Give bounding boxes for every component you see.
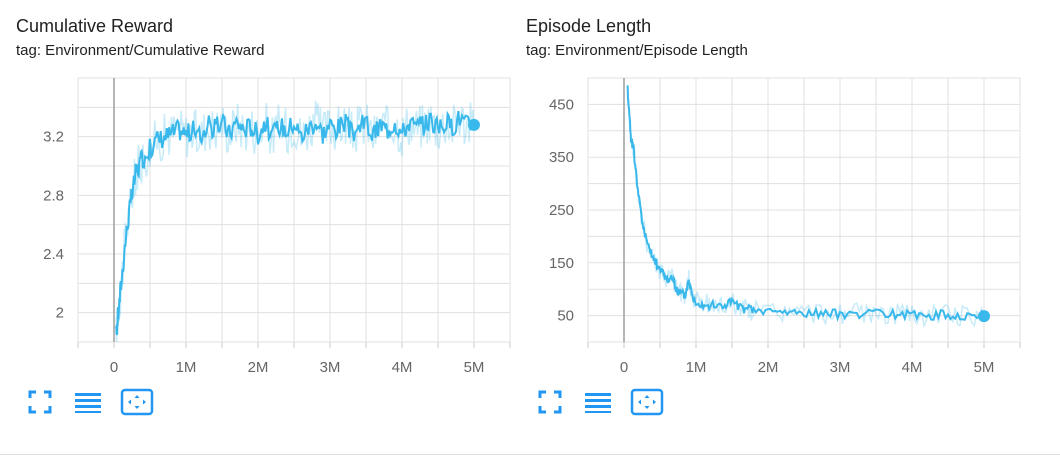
x-tick-label: 4M — [902, 359, 923, 376]
fit-domain-icon — [630, 388, 664, 416]
reward-chart-plot[interactable]: 2 2.4 2.8 3.2 0 1M 2M 3M 4M 5M — [0, 0, 520, 380]
smoothed-series-line — [626, 85, 985, 322]
y-tick-label: 450 — [549, 96, 574, 113]
x-tick-label: 4M — [392, 359, 413, 376]
x-tick-label: 3M — [320, 359, 341, 376]
raw-series-line — [626, 88, 985, 329]
y-tick-label: 50 — [557, 308, 574, 325]
x-tick-label: 5M — [974, 359, 995, 376]
x-tick-label: 2M — [248, 359, 269, 376]
fullscreen-button[interactable] — [26, 388, 54, 416]
x-tick-label: 2M — [758, 359, 779, 376]
episode-length-chart-card: 50 150 250 350 450 0 1M 2M 3M 4M 5M Episode Length… — [510, 0, 1030, 440]
toggle-y-log-button[interactable] — [584, 388, 612, 416]
toggle-y-log-button[interactable] — [74, 388, 102, 416]
chart-tag: tag: Environment/Cumulative Reward — [16, 42, 265, 59]
fit-domain-icon — [120, 388, 154, 416]
raw-series-line — [115, 100, 475, 342]
fit-domain-button[interactable] — [120, 388, 154, 416]
smoothed-series-line — [115, 110, 475, 336]
x-tick-label: 5M — [464, 359, 485, 376]
lines-icon — [585, 393, 611, 413]
y-tick-label: 2 — [56, 305, 64, 322]
y-tick-label: 150 — [549, 255, 574, 272]
y-tick-label: 2.4 — [43, 246, 64, 263]
y-tick-label: 350 — [549, 149, 574, 166]
reward-chart-card: 2 2.4 2.8 3.2 0 1M 2M 3M 4M 5M Cumulative Reward … — [0, 0, 520, 440]
x-tick-label: 1M — [686, 359, 707, 376]
last-point-marker — [978, 310, 990, 323]
fullscreen-button[interactable] — [536, 388, 564, 416]
lines-icon — [75, 393, 101, 413]
y-tick-label: 250 — [549, 202, 574, 219]
y-tick-label: 2.8 — [43, 187, 64, 204]
section-divider — [0, 454, 1060, 455]
y-tick-label: 3.2 — [43, 129, 64, 146]
x-tick-label: 3M — [830, 359, 851, 376]
chart-tag: tag: Environment/Episode Length — [526, 42, 748, 59]
x-tick-label: 0 — [110, 359, 118, 376]
chart-title: Cumulative Reward — [16, 16, 174, 36]
fit-domain-button[interactable] — [630, 388, 664, 416]
episode-length-chart-plot[interactable]: 50 150 250 350 450 0 1M 2M 3M 4M 5M — [510, 0, 1030, 380]
x-tick-label: 1M — [176, 359, 197, 376]
last-point-marker — [468, 118, 480, 131]
fullscreen-icon — [538, 390, 562, 414]
fullscreen-icon — [28, 390, 52, 414]
x-tick-label: 0 — [620, 359, 628, 376]
chart-title: Episode Length — [526, 16, 652, 36]
